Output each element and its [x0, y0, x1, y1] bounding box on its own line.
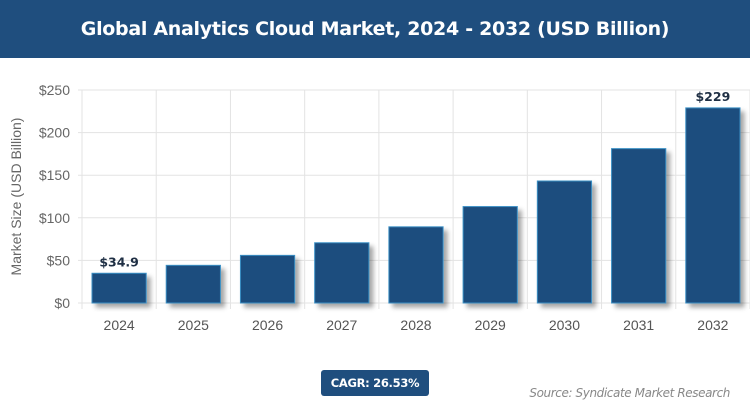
chart-title: Global Analytics Cloud Market, 2024 - 20…: [80, 18, 670, 40]
x-tick-label: 2028: [400, 317, 431, 333]
x-tick-label: 2030: [549, 317, 580, 333]
bar-2031: [611, 148, 667, 304]
data-label: $229: [695, 89, 730, 104]
x-tick-label: 2027: [326, 317, 357, 333]
x-tick-label: 2025: [178, 317, 209, 333]
chart-title-banner: Global Analytics Cloud Market, 2024 - 20…: [0, 0, 750, 58]
source-note: Source: Syndicate Market Research: [529, 386, 730, 400]
cagr-text: CAGR: 26.53%: [330, 376, 420, 390]
x-tick-label: 2024: [104, 317, 135, 333]
y-tick-label: $50: [47, 252, 71, 268]
x-tick-label: 2031: [623, 317, 654, 333]
bar-2029: [462, 206, 518, 304]
bar-2025: [165, 264, 221, 304]
bar-2028: [388, 226, 444, 304]
y-tick-label: $100: [39, 210, 70, 226]
bar-2026: [239, 254, 296, 304]
y-axis-label: Market Size (USD Billion): [8, 118, 24, 276]
y-tick-label: $200: [39, 125, 70, 141]
cagr-badge: CAGR: 26.53%: [321, 370, 429, 396]
y-tick-label: $250: [39, 82, 70, 98]
bar-2032: [685, 107, 741, 304]
data-label: $34.9: [99, 254, 139, 269]
bar-2027: [314, 242, 370, 304]
y-tick-label: $150: [39, 167, 70, 183]
bar-2030: [536, 180, 593, 304]
x-tick-label: 2026: [252, 317, 283, 333]
bar-chart: $0 $50 $100 $150 $200 $250 2024 $34.9 2025 2026 20…: [8, 82, 750, 333]
bar-2024: [91, 272, 147, 304]
y-tick-label: $0: [54, 295, 70, 311]
x-tick-label: 2029: [475, 317, 506, 333]
x-tick-label: 2032: [697, 317, 728, 333]
